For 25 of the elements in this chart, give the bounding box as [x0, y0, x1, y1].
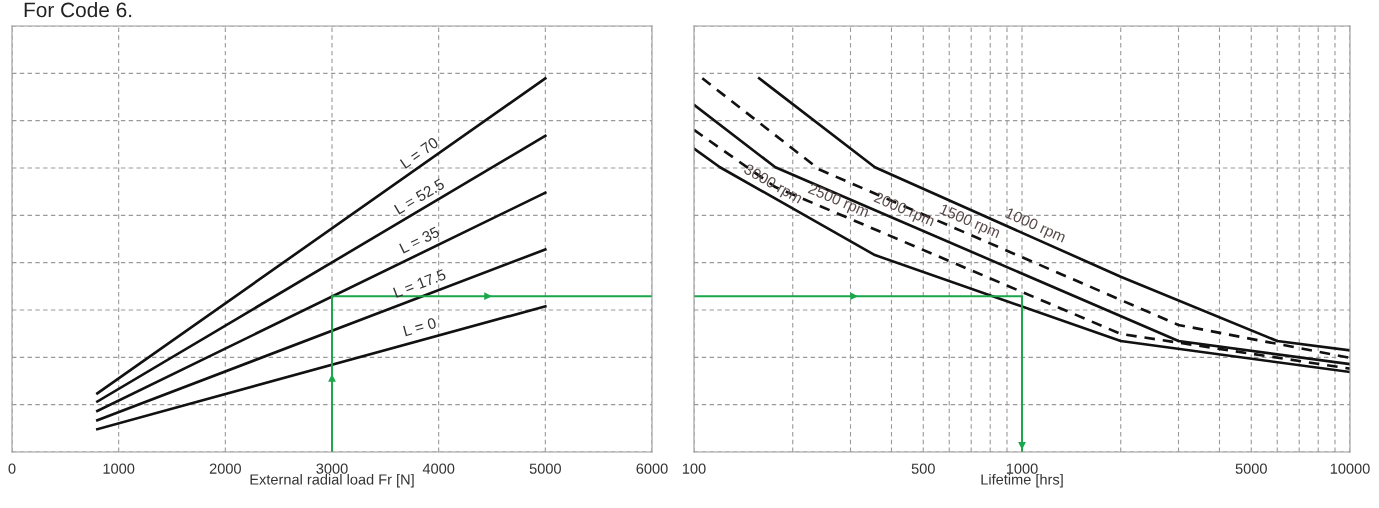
x-tick-label: 100 [682, 463, 706, 474]
text: 2000 rpm [872, 191, 936, 230]
x-tick-label: 0 [8, 463, 16, 474]
text: L = 70 [399, 136, 440, 169]
x-axis-title: External radial load Fr [N] [250, 473, 414, 488]
text: L = 0 [403, 317, 437, 337]
chart-title: For Code 6. [24, 2, 132, 18]
text: 1000 rpm [1003, 207, 1067, 246]
text: 2500 rpm [806, 182, 870, 221]
x-tick-label: 5000 [529, 463, 561, 474]
x-tick-label: 3000 [316, 463, 348, 474]
x-tick-label: 2000 [209, 463, 241, 474]
x-tick-label: 5000 [1235, 463, 1267, 474]
x-tick-label: 1000 [103, 463, 135, 474]
x-tick-label: 6000 [636, 463, 668, 474]
x-tick-label: 1000 [1006, 463, 1038, 474]
text: 1500 rpm [938, 203, 1001, 241]
x-axis-title: Lifetime [hrs] [981, 473, 1063, 488]
text: L = 17.5 [393, 269, 447, 298]
text: L = 52.5 [393, 178, 446, 215]
text: L = 35 [399, 226, 441, 254]
x-tick-label: 4000 [422, 463, 455, 474]
x-tick-label: 10000 [1330, 463, 1370, 474]
x-tick-label: 500 [911, 463, 935, 474]
text: 3000 rpm [741, 163, 804, 207]
